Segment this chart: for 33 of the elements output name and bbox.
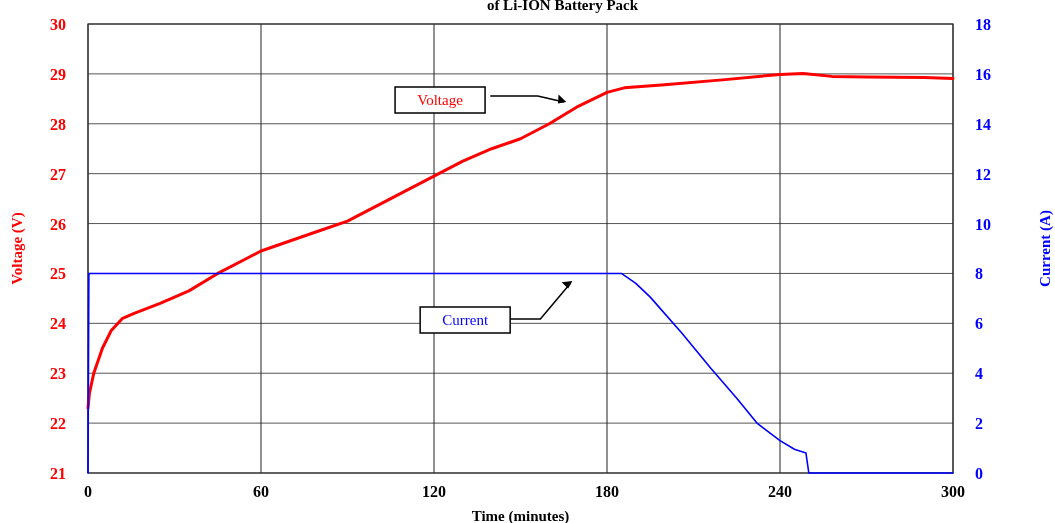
y2-tick-label: 12 — [975, 165, 991, 183]
y-tick-label: 27 — [50, 165, 66, 183]
y-axis-title: Voltage (V) — [9, 212, 26, 285]
y-tick-label: 23 — [50, 365, 66, 383]
y-tick-label: 30 — [50, 16, 66, 33]
y2-tick-label: 4 — [975, 365, 983, 383]
x-tick-label: 0 — [84, 483, 92, 500]
y-tick-label: 24 — [50, 315, 66, 333]
y-tick-label: 26 — [50, 215, 66, 233]
chart-title: of Li-ION Battery Pack — [486, 0, 639, 13]
y2-axis-title: Current (A) — [1037, 210, 1054, 287]
x-tick-label: 300 — [941, 483, 965, 500]
y-tick-label: 21 — [50, 465, 66, 482]
y2-tick-label: 8 — [975, 265, 983, 283]
x-tick-label: 60 — [253, 483, 269, 500]
line-series — [87, 272, 954, 474]
text: Current — [442, 312, 489, 328]
x-tick-label: 240 — [768, 483, 792, 500]
x-tick-label: 120 — [422, 483, 446, 500]
y2-tick-label: 18 — [975, 16, 991, 33]
x-tick-label: 180 — [595, 483, 619, 500]
y2-tick-label: 6 — [975, 315, 983, 333]
y2-tick-label: 10 — [975, 215, 991, 233]
y-tick-label: 28 — [50, 115, 66, 133]
text: Voltage — [417, 92, 464, 108]
y2-tick-label: 2 — [975, 415, 983, 433]
line-series — [86, 71, 955, 410]
y-tick-label: 29 — [50, 65, 66, 83]
y-tick-label: 22 — [50, 415, 66, 433]
y2-tick-label: 14 — [975, 115, 991, 133]
y2-tick-label: 16 — [975, 65, 991, 83]
y-tick-label: 25 — [50, 265, 66, 283]
y2-tick-label: 0 — [975, 465, 983, 482]
